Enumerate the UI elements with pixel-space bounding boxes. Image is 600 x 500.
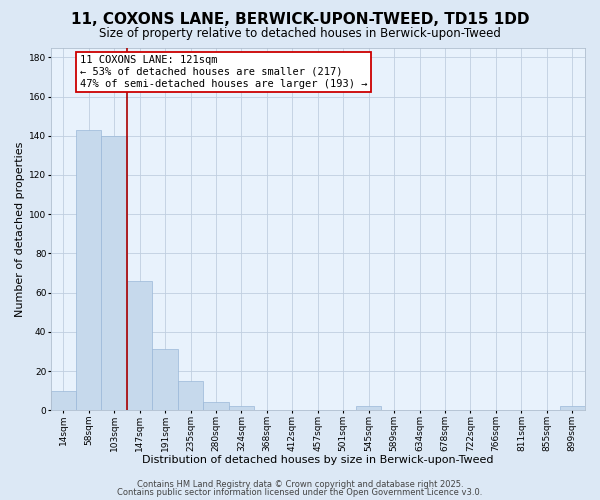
Bar (50, 390, 76, 410)
X-axis label: Distribution of detached houses by size in Berwick-upon-Tweed: Distribution of detached houses by size … (142, 455, 494, 465)
Bar (152, 350, 178, 410)
Text: Contains public sector information licensed under the Open Government Licence v3: Contains public sector information licen… (118, 488, 482, 497)
Bar (229, 406, 254, 410)
Text: 11 COXONS LANE: 121sqm
← 53% of detached houses are smaller (217)
47% of semi-de: 11 COXONS LANE: 121sqm ← 53% of detached… (80, 56, 367, 88)
Bar (203, 402, 229, 410)
Bar (127, 281, 152, 410)
Bar (76, 130, 101, 410)
Text: Size of property relative to detached houses in Berwick-upon-Tweed: Size of property relative to detached ho… (99, 28, 501, 40)
Text: Contains HM Land Registry data © Crown copyright and database right 2025.: Contains HM Land Registry data © Crown c… (137, 480, 463, 489)
Bar (178, 381, 203, 410)
Y-axis label: Number of detached properties: Number of detached properties (15, 141, 25, 316)
Bar (356, 406, 382, 410)
Bar (560, 406, 585, 410)
Text: 11, COXONS LANE, BERWICK-UPON-TWEED, TD15 1DD: 11, COXONS LANE, BERWICK-UPON-TWEED, TD1… (71, 12, 529, 28)
Bar (101, 136, 127, 410)
